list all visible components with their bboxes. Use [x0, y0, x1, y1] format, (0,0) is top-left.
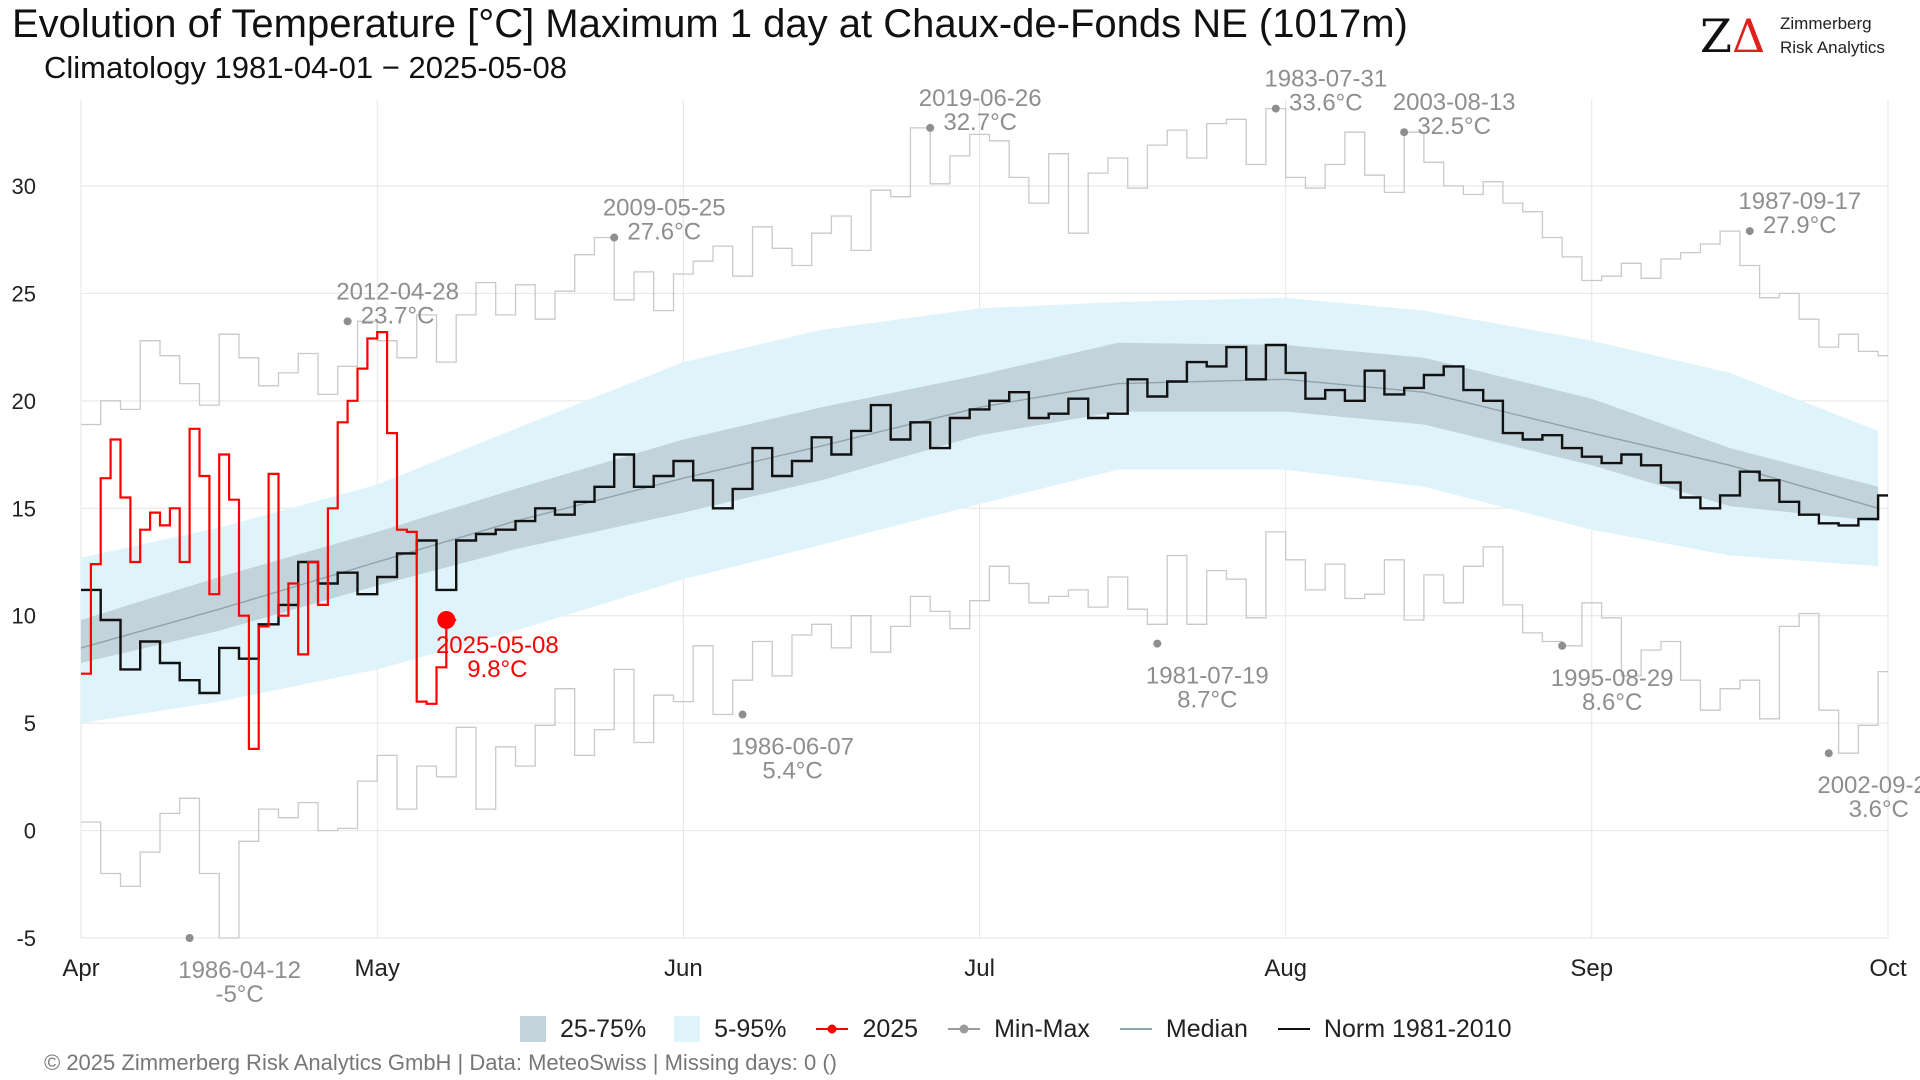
record-max-value-label: 23.7°C [361, 302, 435, 329]
company-logo: ZΔ Zimmerberg Risk Analytics [1700, 10, 1910, 62]
record-min-marker [185, 934, 194, 942]
record-min-marker [1824, 749, 1833, 758]
record-min-value-label: 3.6°C [1849, 796, 1909, 823]
legend-label-25-75: 25-75% [560, 1014, 647, 1043]
record-max-marker [343, 317, 352, 326]
x-tick-label: May [355, 955, 400, 982]
series-min-line [81, 531, 1888, 939]
legend-swatch-25-75 [520, 1016, 546, 1042]
legend-item-25-75: 25-75% [520, 1015, 646, 1044]
chart-subtitle: Climatology 1981-04-01 − 2025-05-08 [44, 50, 568, 85]
record-max-marker [1745, 227, 1754, 236]
series-median-line [80, 378, 1879, 649]
chart-legend: 25-75% 5-95% 2025 Min-Max Median Norm 19… [520, 1012, 1540, 1046]
record-max-value-label: 32.7°C [943, 109, 1017, 136]
current-point-date-label: 2025-05-08 [436, 632, 559, 659]
series-2025-line [81, 331, 457, 750]
record-min-date-label: 1986-06-07 [731, 734, 854, 761]
x-tick-label: Jul [964, 955, 995, 982]
record-min-value-label: -5°C [215, 981, 263, 1008]
record-min-value-label: 5.4°C [762, 758, 822, 785]
record-max-value-label: 27.9°C [1763, 212, 1837, 239]
record-min-date-label: 2002-09-25 [1817, 772, 1920, 799]
record-min-marker [1558, 641, 1567, 650]
y-tick-label: 10 [12, 604, 36, 629]
x-tick-label: Aug [1264, 955, 1307, 982]
y-tick-label: 5 [24, 711, 36, 736]
y-tick-label: 15 [12, 496, 36, 521]
legend-key-2025 [816, 1024, 849, 1034]
record-max-date-label: 1983-07-31 [1264, 66, 1387, 93]
current-point-marker [437, 610, 456, 629]
legend-item-min-max: Min-Max [946, 1015, 1090, 1044]
logo-line-2: Risk Analytics [1780, 38, 1885, 57]
legend-item-median: Median [1118, 1015, 1248, 1044]
x-tick-label: Oct [1869, 955, 1907, 982]
legend-key-norm [1277, 1028, 1310, 1030]
logo-line-1: Zimmerberg [1780, 14, 1872, 33]
record-max-value-label: 32.5°C [1417, 113, 1491, 140]
legend-label-2025: 2025 [862, 1014, 919, 1043]
series-norm-line [81, 343, 1888, 695]
record-max-date-label: 2012-04-28 [336, 278, 459, 305]
record-min-marker [1153, 639, 1162, 648]
record-max-marker [1400, 128, 1409, 137]
record-min-date-label: 1995-08-29 [1551, 665, 1674, 692]
footer-copyright: © 2025 Zimmerberg Risk Analytics GmbH | … [44, 1050, 837, 1075]
record-max-date-label: 2009-05-25 [603, 195, 726, 222]
record-max-marker [1271, 104, 1280, 113]
legend-key-min-max [948, 1024, 981, 1034]
legend-label-median: Median [1165, 1014, 1248, 1043]
chart-title: Evolution of Temperature [°C] Maximum 1 … [12, 2, 1408, 46]
record-min-value-label: 8.7°C [1177, 687, 1237, 714]
x-tick-label: Sep [1570, 955, 1613, 982]
record-max-date-label: 1987-09-17 [1738, 188, 1861, 215]
record-max-marker [610, 233, 619, 242]
legend-item-2025: 2025 [814, 1015, 918, 1044]
legend-item-norm: Norm 1981-2010 [1276, 1015, 1512, 1044]
legend-label-norm: Norm 1981-2010 [1323, 1014, 1512, 1043]
record-max-date-label: 2003-08-13 [1393, 89, 1516, 116]
legend-label-min-max: Min-Max [994, 1014, 1090, 1043]
record-max-marker [926, 123, 935, 132]
legend-item-5-95: 5-95% [674, 1015, 786, 1044]
x-tick-label: Apr [62, 955, 99, 982]
logo-mark: ZΔ [1700, 9, 1766, 63]
band-25-75 [81, 342, 1879, 663]
y-tick-label: 25 [12, 281, 36, 306]
record-min-value-label: 8.6°C [1582, 689, 1642, 716]
record-min-date-label: 1981-07-19 [1146, 663, 1269, 690]
record-max-date-label: 2019-06-26 [919, 85, 1042, 112]
y-tick-label: 0 [24, 819, 36, 844]
legend-key-median [1119, 1028, 1152, 1030]
y-tick-label: 30 [12, 174, 36, 199]
current-point-value-label: 9.8°C [467, 656, 527, 683]
record-min-date-label: 1986-04-12 [178, 957, 301, 984]
record-max-value-label: 27.6°C [627, 219, 701, 246]
legend-swatch-5-95 [674, 1016, 701, 1042]
legend-label-5-95: 5-95% [714, 1014, 787, 1043]
y-tick-label: -5 [16, 926, 36, 951]
x-tick-label: Jun [664, 955, 703, 982]
y-tick-label: 20 [12, 389, 36, 414]
record-min-marker [738, 710, 747, 719]
record-max-value-label: 33.6°C [1289, 90, 1363, 117]
